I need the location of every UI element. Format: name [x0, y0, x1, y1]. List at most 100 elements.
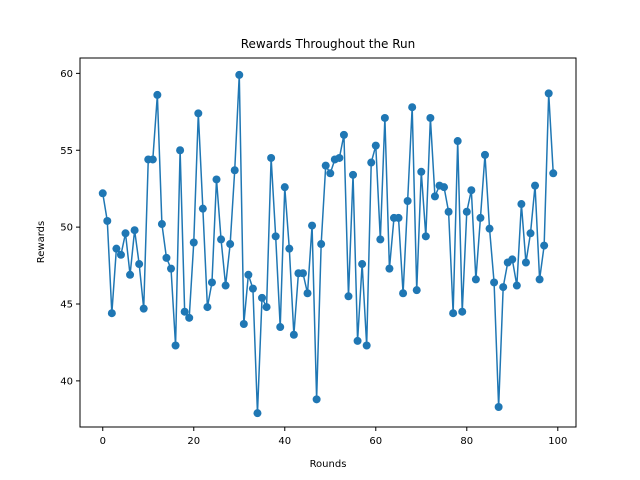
data-point	[157, 220, 166, 229]
data-point	[258, 293, 267, 302]
data-point	[467, 186, 476, 195]
series-line	[102, 74, 554, 414]
y-tick-label: 60	[60, 69, 73, 80]
data-point	[380, 113, 389, 122]
data-point	[244, 270, 253, 279]
data-point	[512, 281, 521, 290]
plot-frame	[79, 57, 577, 428]
data-point	[385, 264, 394, 273]
data-point	[112, 244, 121, 253]
data-point	[126, 270, 135, 279]
x-tick-label: 0	[100, 436, 106, 447]
data-point	[167, 264, 176, 273]
data-point	[339, 130, 348, 139]
data-point	[426, 113, 435, 122]
data-point	[353, 336, 362, 345]
data-point	[135, 260, 144, 269]
data-point	[271, 232, 280, 241]
data-point	[171, 341, 180, 350]
data-point	[98, 189, 107, 198]
y-axis-label: Rewards	[36, 221, 47, 263]
x-axis-label: Rounds	[310, 459, 347, 470]
data-point	[139, 304, 148, 313]
data-point	[298, 269, 307, 278]
x-axis: 0 20 40 60 80 100	[100, 427, 567, 447]
data-point	[148, 155, 157, 164]
data-point	[189, 238, 198, 247]
data-point	[349, 170, 358, 179]
data-point	[421, 232, 430, 241]
data-point	[430, 192, 439, 201]
data-point	[408, 103, 417, 112]
x-tick-label: 60	[369, 436, 382, 447]
data-point	[203, 303, 212, 312]
data-point	[453, 137, 462, 146]
data-point	[417, 167, 426, 176]
data-point	[490, 278, 499, 287]
data-point	[253, 409, 262, 418]
data-point	[153, 90, 162, 99]
data-point	[326, 169, 335, 178]
data-point	[103, 216, 112, 225]
data-point	[212, 175, 221, 184]
y-tick-label: 55	[60, 146, 73, 157]
data-point	[462, 207, 471, 216]
data-point	[371, 141, 380, 150]
data-point	[180, 307, 189, 316]
data-point	[444, 207, 453, 216]
data-point	[440, 183, 449, 192]
data-point	[394, 213, 403, 222]
data-point	[285, 244, 294, 253]
data-point	[248, 284, 257, 293]
data-point	[362, 341, 371, 350]
y-tick-label: 40	[60, 376, 73, 387]
data-point	[276, 323, 285, 332]
data-point	[471, 275, 480, 284]
x-tick-label: 100	[548, 436, 567, 447]
data-point	[540, 241, 549, 250]
x-tick-label: 20	[187, 436, 200, 447]
data-point	[308, 221, 317, 230]
x-tick-label: 40	[278, 436, 291, 447]
data-point	[508, 255, 517, 264]
data-point	[176, 146, 185, 155]
data-point	[480, 150, 489, 159]
data-point	[226, 240, 235, 249]
data-point	[230, 166, 239, 175]
data-point	[321, 161, 330, 170]
x-tick-label: 80	[460, 436, 473, 447]
data-point	[535, 275, 544, 284]
data-point	[549, 169, 558, 178]
data-point	[358, 260, 367, 269]
data-point	[267, 153, 276, 162]
data-point	[198, 204, 207, 213]
data-point	[280, 183, 289, 192]
data-point	[303, 289, 312, 298]
data-point	[521, 258, 530, 267]
data-point	[476, 213, 485, 222]
data-point	[526, 229, 535, 238]
data-point	[412, 286, 421, 295]
data-point	[458, 307, 467, 316]
data-point	[116, 250, 125, 259]
data-point	[344, 292, 353, 301]
data-point	[544, 89, 553, 98]
data-point	[531, 181, 540, 190]
data-point	[107, 309, 116, 318]
data-point	[517, 200, 526, 209]
data-point	[185, 313, 194, 322]
data-point	[235, 70, 244, 79]
y-axis: 40 45 50 55 60	[60, 69, 80, 387]
data-point	[217, 235, 226, 244]
data-point	[130, 226, 139, 235]
data-point	[399, 289, 408, 298]
data-point	[403, 196, 412, 205]
y-tick-label: 50	[60, 223, 73, 234]
data-point	[194, 109, 203, 118]
data-point	[239, 319, 248, 328]
data-point	[449, 309, 458, 318]
data-point	[121, 229, 130, 238]
data-point	[312, 395, 321, 404]
data-point	[289, 330, 298, 339]
